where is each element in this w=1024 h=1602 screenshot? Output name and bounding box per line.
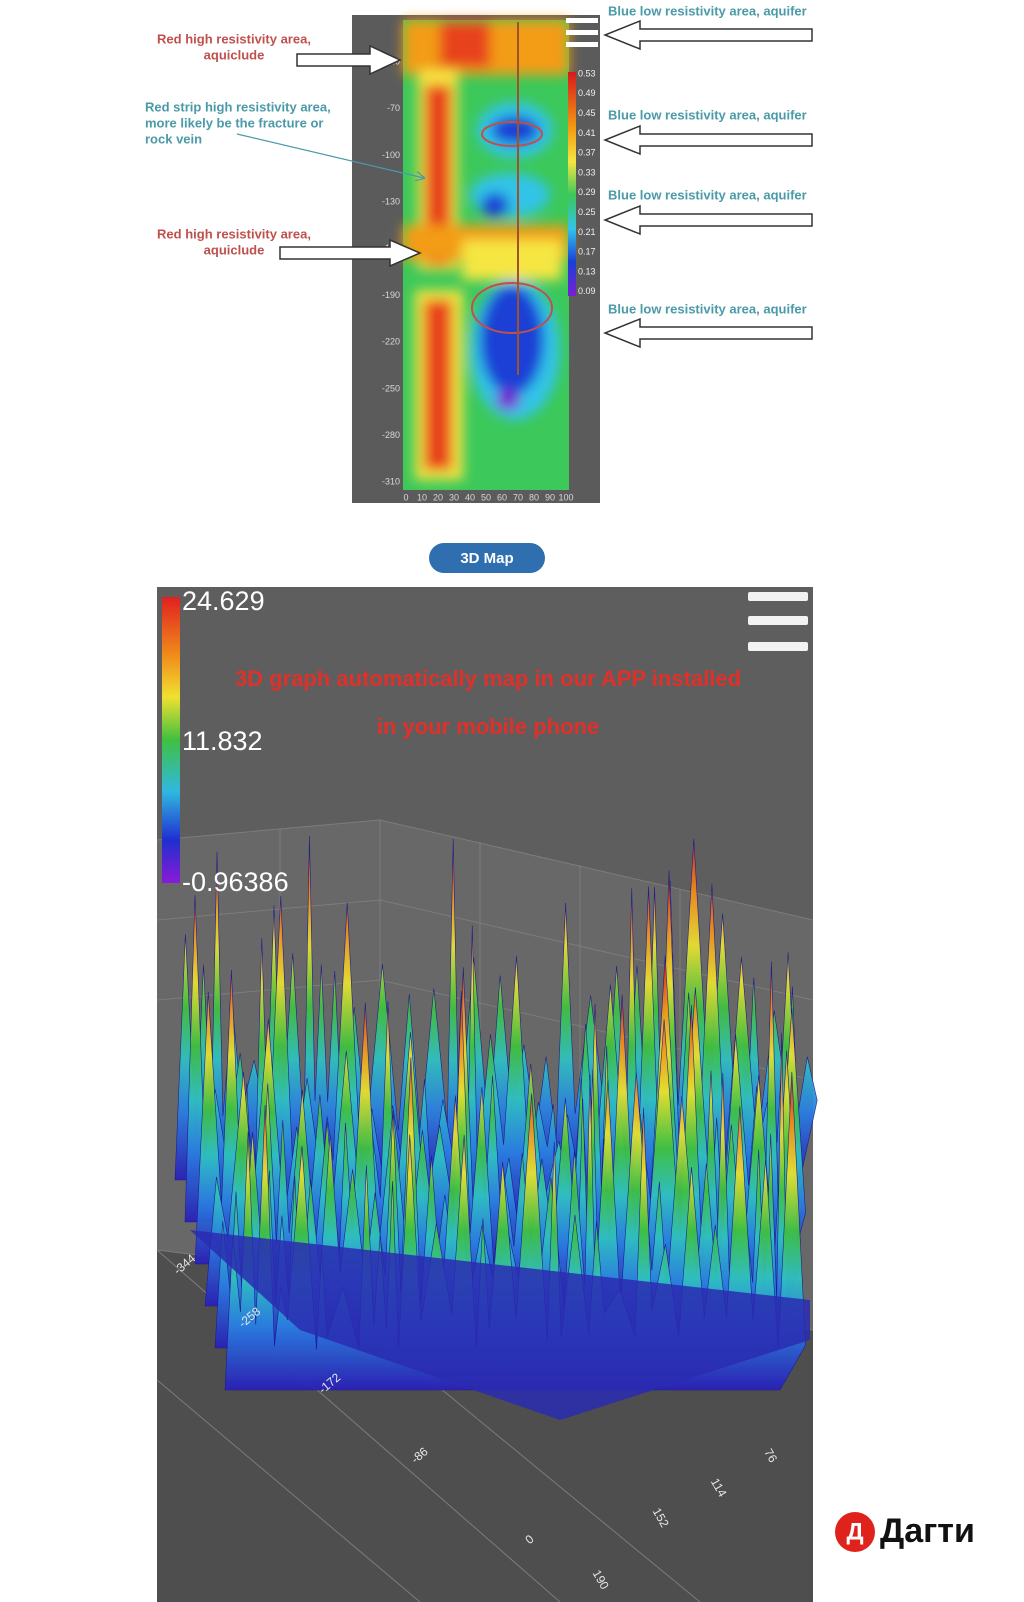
- depth-label: -130: [382, 196, 400, 206]
- annotation: aquiclude: [204, 242, 265, 257]
- colorbar-label: 0.29: [578, 187, 596, 197]
- colorbar-label: 0.49: [578, 88, 596, 98]
- x-label: 20: [433, 492, 443, 502]
- menu-icon-3d: [748, 592, 808, 651]
- depth-label: -310: [382, 477, 400, 487]
- depth-label: -70: [387, 103, 400, 113]
- colorbar-label: 0.13: [578, 266, 596, 276]
- annotation: Blue low resistivity area, aquifer: [608, 187, 807, 202]
- map2d-colorbar: [568, 72, 576, 296]
- x-label: 10: [417, 492, 427, 502]
- heatmap: [403, 20, 569, 490]
- colorbar-label: 0.21: [578, 227, 596, 237]
- menu-icon: [566, 18, 598, 47]
- colorbar-label: 0.53: [578, 68, 596, 78]
- colorbar-label: 24.629: [182, 586, 265, 616]
- annotation: Red high resistivity area,: [157, 226, 311, 241]
- x-label: 90: [545, 492, 555, 502]
- annotation-arrows: [279, 19, 813, 349]
- annotation: Red high resistivity area,: [157, 31, 311, 46]
- overlay-text: 3D graph automatically map in our APP in…: [235, 666, 741, 691]
- depth-label: -220: [382, 337, 400, 347]
- x-label: 50: [481, 492, 491, 502]
- colorbar-label: 0.45: [578, 108, 596, 118]
- annotation: Blue low resistivity area, aquifer: [608, 107, 807, 122]
- x-label: 0: [403, 492, 408, 502]
- map3d-button[interactable]: [429, 543, 545, 573]
- colorbar-label: 0.09: [578, 286, 596, 296]
- depth-label: -100: [382, 150, 400, 160]
- colorbar-label: 0.25: [578, 207, 596, 217]
- colorbar-label: 0.17: [578, 247, 596, 257]
- annotation: Blue low resistivity area, aquifer: [608, 301, 807, 316]
- annotation: aquiclude: [204, 47, 265, 62]
- surface-3d: [174, 835, 818, 1420]
- colorbar-label: 0.37: [578, 148, 596, 158]
- annotation: Blue low resistivity area, aquifer: [608, 3, 807, 18]
- annotation: Red strip high resistivity area,: [145, 99, 331, 114]
- x-label: 30: [449, 492, 459, 502]
- depth-label: -190: [382, 290, 400, 300]
- depth-label: -280: [382, 430, 400, 440]
- logo-icon: [835, 1512, 875, 1552]
- surface-base: [190, 1230, 810, 1420]
- colorbar-label: 11.832: [182, 726, 263, 756]
- colorbar-label: 0.33: [578, 167, 596, 177]
- x-label: 40: [465, 492, 475, 502]
- logo-mark: Д: [846, 1518, 863, 1545]
- x-label: 80: [529, 492, 539, 502]
- pointer-line: [236, 133, 424, 178]
- map3d-colorbar: [162, 597, 180, 883]
- x-label: 100: [558, 492, 573, 502]
- colorbar-label: 0.41: [578, 128, 596, 138]
- annotation: rock vein: [145, 131, 202, 146]
- overlay-text: in your mobile phone: [377, 714, 599, 739]
- depth-label: -250: [382, 383, 400, 393]
- x-label: 60: [497, 492, 507, 502]
- axis-label: 76: [761, 1446, 780, 1465]
- x-label: 70: [513, 492, 523, 502]
- logo-text: Дагти: [880, 1512, 975, 1550]
- colorbar-label: -0.96386: [182, 867, 289, 897]
- button-label: 3D Map: [460, 550, 513, 567]
- annotation: more likely be the fracture or: [145, 115, 323, 130]
